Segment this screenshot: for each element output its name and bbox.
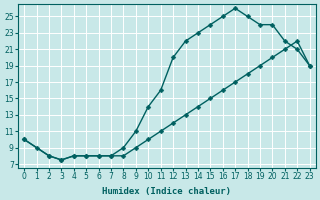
X-axis label: Humidex (Indice chaleur): Humidex (Indice chaleur) [102, 187, 231, 196]
